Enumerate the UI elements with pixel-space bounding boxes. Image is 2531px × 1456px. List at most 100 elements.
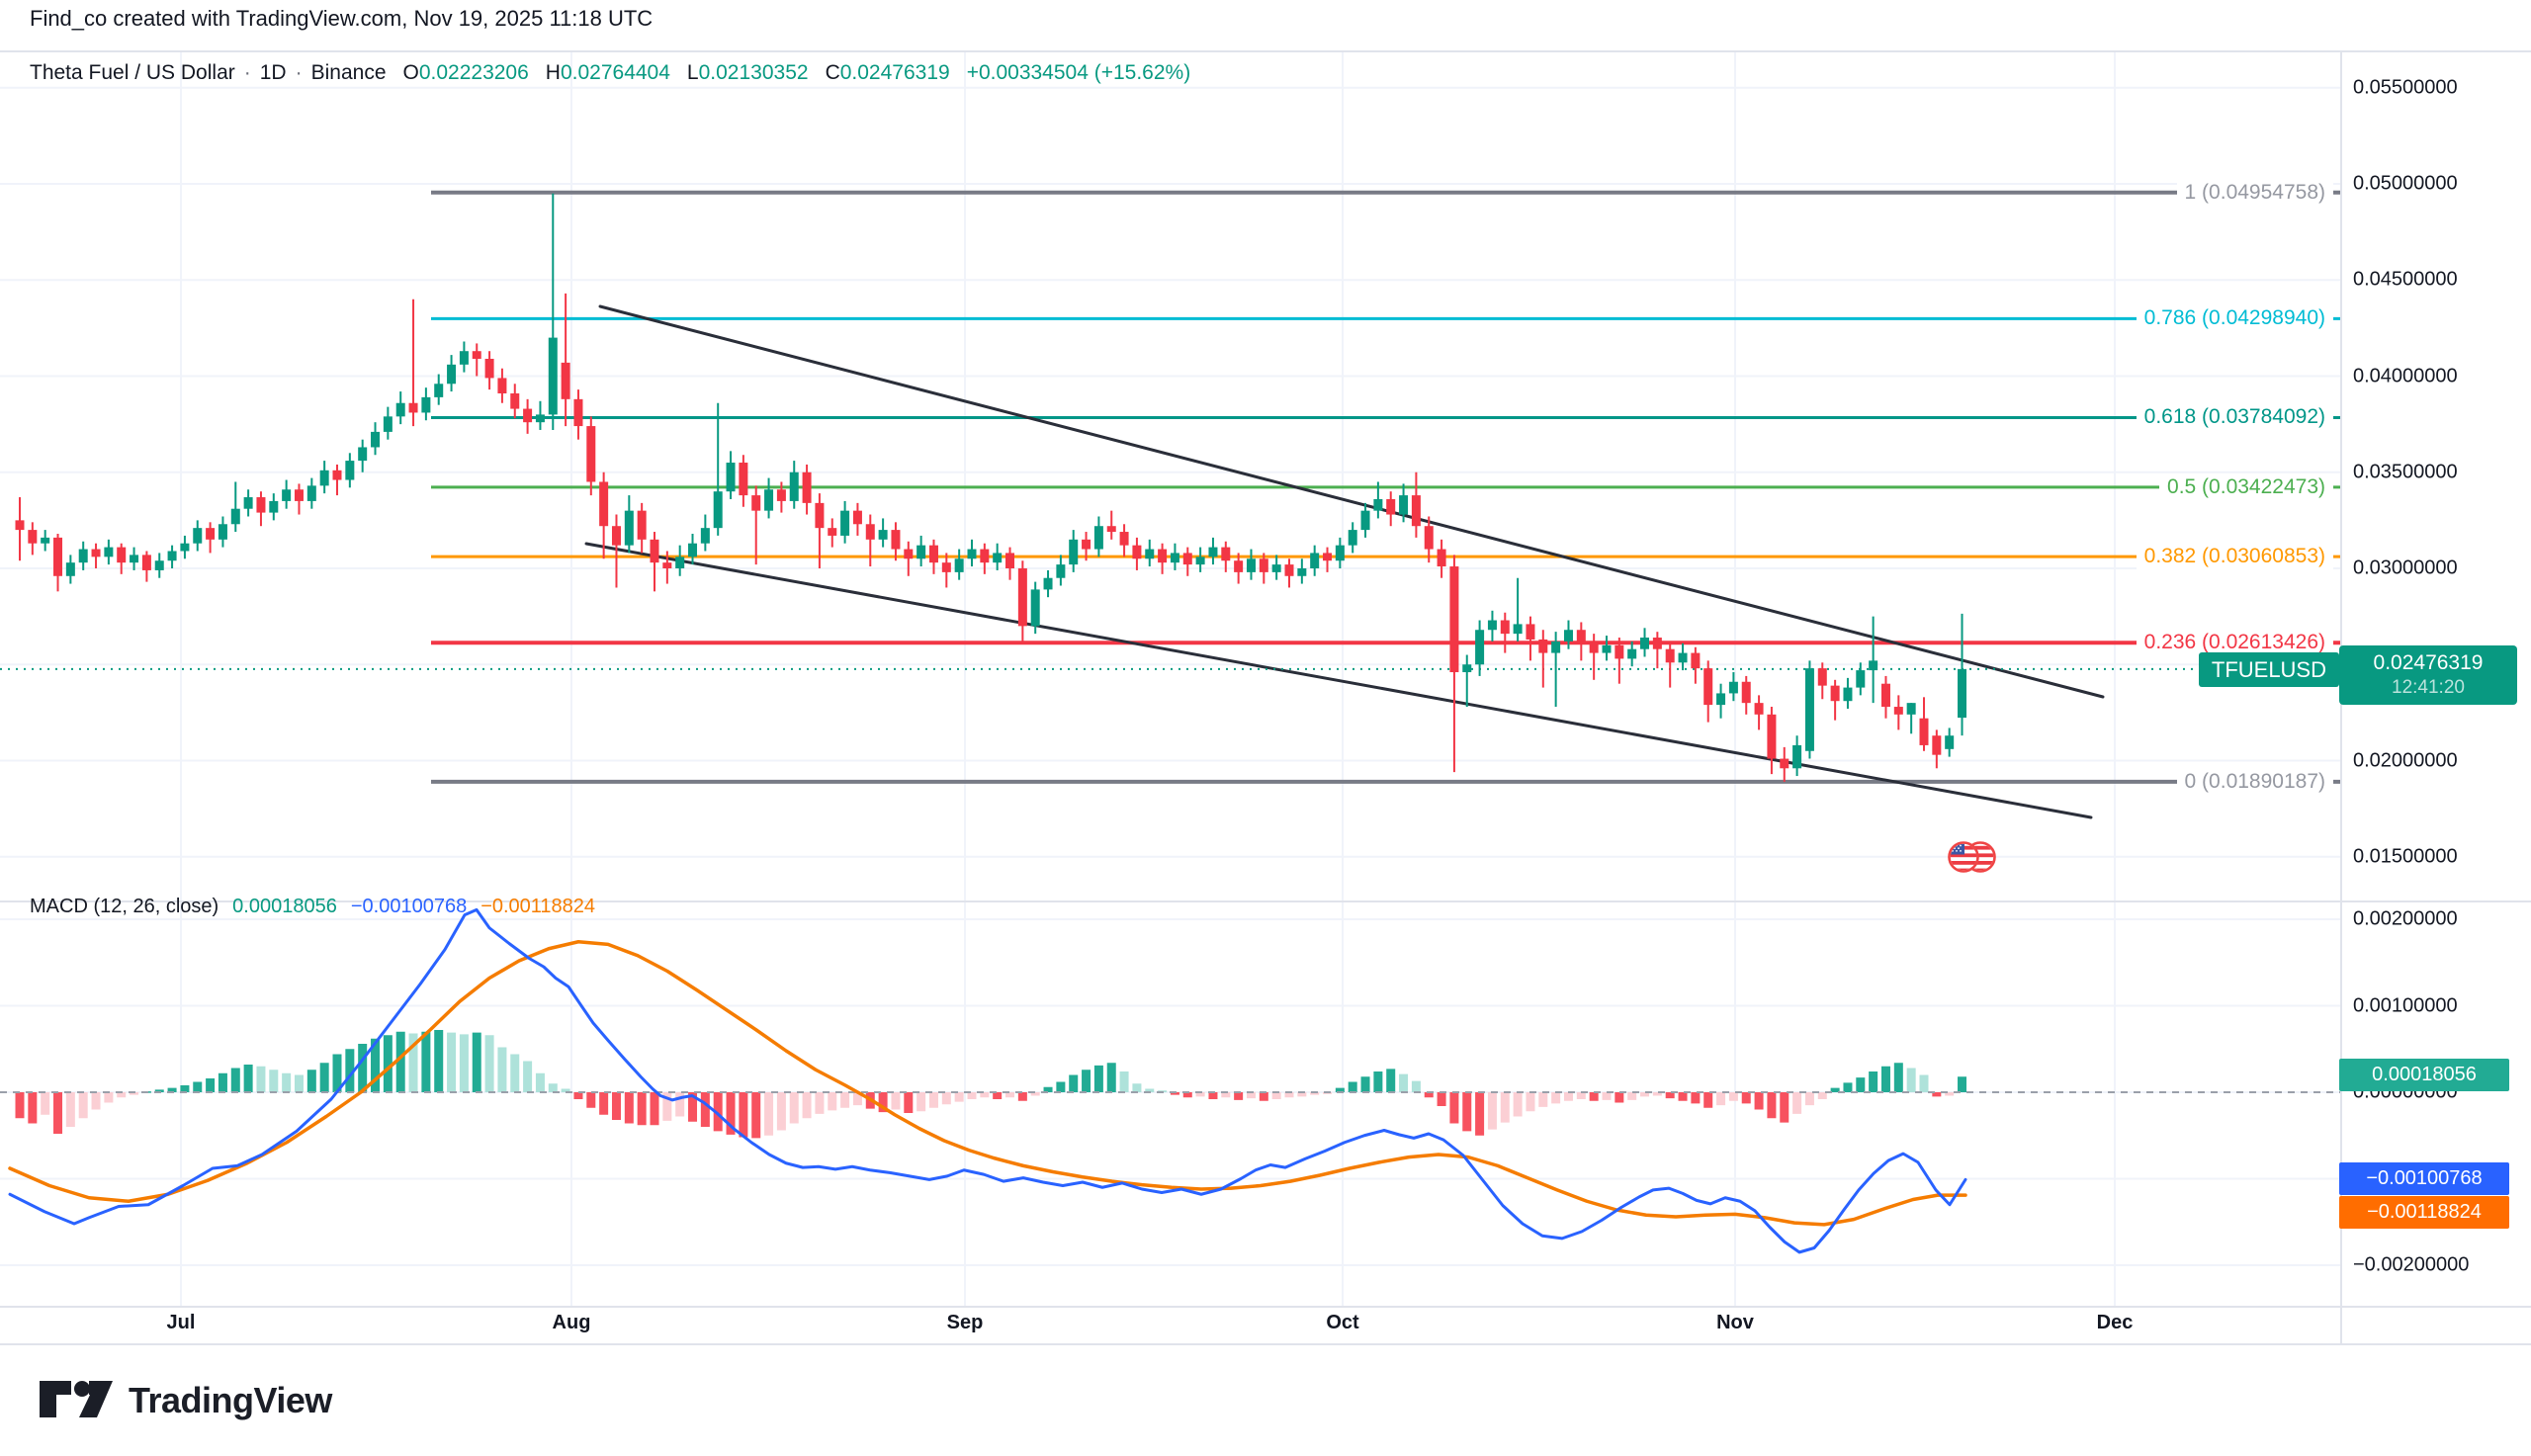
macd-hist-bar xyxy=(78,1092,88,1119)
macd-hist-bar xyxy=(1310,1092,1320,1095)
fib-level-label: 0.236 (0.02613426) xyxy=(2136,630,2333,656)
time-axis-month-label[interactable]: Aug xyxy=(552,1312,591,1333)
macd-hist-bar xyxy=(1170,1092,1179,1095)
macd-hist-bar xyxy=(1221,1092,1231,1098)
candle-body xyxy=(206,528,216,540)
macd-title[interactable]: MACD (12, 26, close) xyxy=(30,896,219,917)
time-axis-month-label[interactable]: Dec xyxy=(2096,1312,2134,1333)
candle-body xyxy=(193,528,203,544)
macd-hist-bar xyxy=(776,1092,786,1131)
macd-hist-bar xyxy=(739,1092,748,1138)
macd-hist-bar xyxy=(1106,1063,1116,1092)
candle-body xyxy=(1526,624,1535,640)
us-flag-icon xyxy=(1948,841,1996,873)
macd-hist-bar xyxy=(1551,1092,1561,1104)
tradingview-logo[interactable]: TradingView xyxy=(38,1378,332,1423)
candle-body xyxy=(1106,526,1116,533)
time-axis-month-label[interactable]: Jul xyxy=(166,1312,196,1333)
candle-body xyxy=(345,461,355,480)
price-axis-label: 0.03000000 xyxy=(2353,557,2458,579)
candle-body xyxy=(484,358,494,379)
candle-body xyxy=(764,489,774,511)
fib-retracement-layer xyxy=(431,190,2341,784)
candle-body xyxy=(713,491,723,529)
candle-body xyxy=(319,470,329,486)
macd-hist-bar xyxy=(1373,1071,1383,1092)
candle-body xyxy=(739,463,748,496)
macd-hist-bar xyxy=(1437,1092,1446,1106)
candle-body xyxy=(141,555,151,570)
candle-body xyxy=(802,471,812,503)
interval-label[interactable]: 1D xyxy=(259,61,287,84)
candle-body xyxy=(497,378,507,394)
symbol-title[interactable]: Theta Fuel / US Dollar xyxy=(30,61,235,84)
candle-body xyxy=(1195,557,1205,565)
macd-hist-bar xyxy=(1487,1092,1497,1130)
separator-dot: · xyxy=(243,61,251,84)
candle-body xyxy=(878,530,888,540)
grid-layer xyxy=(0,51,2341,1307)
candle-body xyxy=(1665,648,1675,663)
candle-body xyxy=(1208,547,1218,557)
candle-body xyxy=(1576,630,1586,642)
macd-hist-bar xyxy=(1017,1092,1027,1101)
macd-hist-bar xyxy=(828,1092,837,1111)
macd-indicator-header[interactable]: MACD (12, 26, close) 0.00018056 −0.00100… xyxy=(30,896,595,918)
macd-hist-bar xyxy=(484,1035,494,1092)
macd-hist-bar xyxy=(1500,1092,1510,1123)
trendline-layer[interactable] xyxy=(584,304,2105,819)
macd-hist-bar xyxy=(1627,1092,1637,1100)
candle-body xyxy=(535,414,545,423)
macd-hist-bar xyxy=(904,1092,914,1113)
candle-body xyxy=(1271,564,1281,572)
macd-hist-bar xyxy=(1780,1092,1789,1123)
price-axis-label: 0.05500000 xyxy=(2353,76,2458,99)
macd-hist-bar xyxy=(535,1072,545,1092)
macd-hist-bar xyxy=(967,1092,977,1099)
candle-body xyxy=(1627,648,1637,659)
candle-body xyxy=(637,510,647,540)
macd-hist-bar xyxy=(1145,1088,1155,1092)
candle-body xyxy=(180,543,190,552)
macd-hist-bar xyxy=(916,1092,926,1112)
watermark-attribution: Find_co created with TradingView.com, No… xyxy=(30,6,654,31)
macd-hist-bar xyxy=(1602,1092,1612,1100)
macd-hist-bar xyxy=(282,1072,292,1092)
candle-body xyxy=(358,447,368,462)
price-axis-label: 0.04000000 xyxy=(2353,365,2458,386)
macd-hist-bar xyxy=(1615,1092,1624,1103)
candle-body xyxy=(815,502,825,529)
macd-hist-bar xyxy=(662,1092,672,1121)
candle-body xyxy=(371,431,381,448)
candle-body xyxy=(1945,735,1955,749)
macd-hist-bar xyxy=(256,1066,266,1092)
macd-hist-bar xyxy=(1513,1092,1523,1117)
time-axis-month-label[interactable]: Sep xyxy=(946,1312,984,1333)
candle-body xyxy=(1082,539,1091,550)
macd-hist-bar xyxy=(1411,1080,1421,1092)
macd-hist-bar xyxy=(230,1068,240,1092)
macd-hist-bar xyxy=(1424,1092,1434,1098)
last-price-label: 0.02476319 12:41:20 xyxy=(2339,645,2517,705)
symbol-header[interactable]: Theta Fuel / US Dollar · 1D · Binance O0… xyxy=(30,61,1190,85)
macd-hist-bar xyxy=(1297,1092,1307,1097)
macd-hist-bar xyxy=(421,1031,431,1092)
candle-body xyxy=(1843,687,1853,702)
candles-layer xyxy=(15,193,1967,782)
macd-signal-tag: −0.00118824 xyxy=(2339,1196,2509,1229)
candle-body xyxy=(1932,735,1942,755)
ohlc-open: O0.02223206 xyxy=(402,61,529,84)
macd-hist-bar xyxy=(573,1092,583,1099)
macd-hist-bar xyxy=(1526,1092,1535,1112)
macd-hist-bar xyxy=(1119,1071,1129,1092)
fib-level-label: 0.382 (0.03060853) xyxy=(2136,544,2333,570)
macd-hist-bar xyxy=(91,1092,101,1110)
time-axis-month-label[interactable]: Nov xyxy=(1716,1312,1754,1333)
macd-hist-bar xyxy=(1678,1092,1688,1101)
time-axis-month-label[interactable]: Oct xyxy=(1326,1312,1359,1333)
countdown-timer: 12:41:20 xyxy=(2392,677,2465,698)
macd-hist-bar xyxy=(1817,1092,1827,1099)
macd-axis-label: −0.00200000 xyxy=(2353,1253,2470,1276)
